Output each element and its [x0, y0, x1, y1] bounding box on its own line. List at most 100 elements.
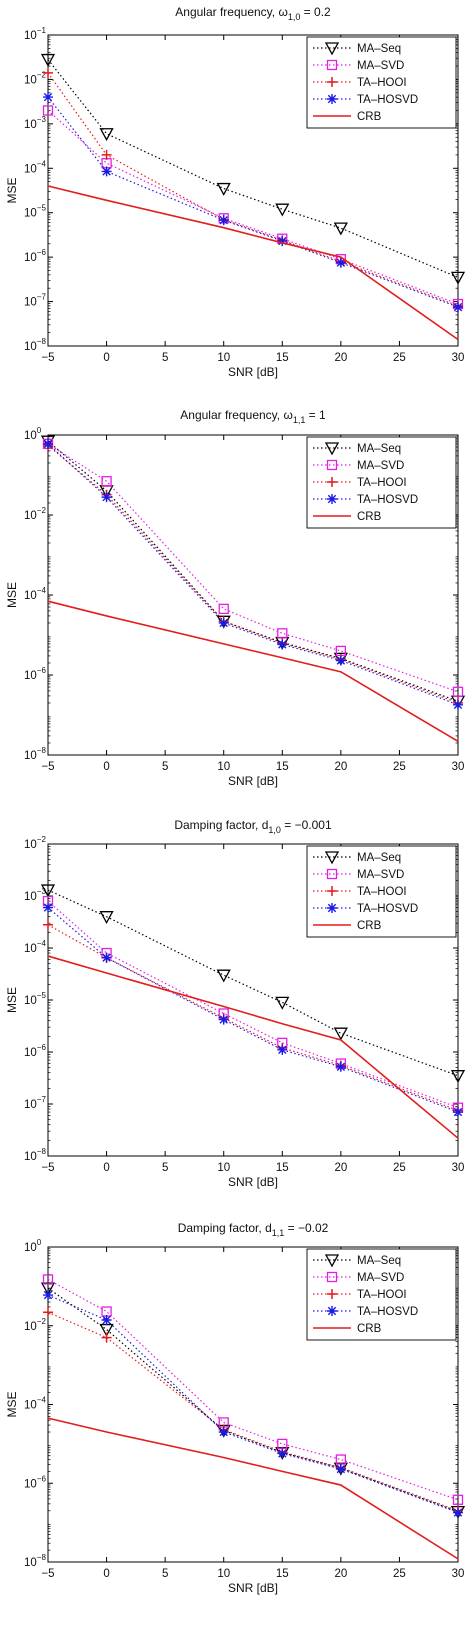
- y-tick-label: 10−7: [24, 1095, 46, 1111]
- x-axis-label: SNR [dB]: [228, 365, 278, 379]
- x-tick-label: 20: [334, 1568, 347, 1580]
- data-point-1: [99, 911, 114, 925]
- y-tick-label: 10−8: [24, 1553, 46, 1569]
- series-line-2: [47, 900, 459, 1109]
- legend-label: MA–SVD: [357, 460, 404, 472]
- y-axis-label: MSE: [5, 177, 19, 203]
- legend: MA–Seq MA–SVD TA–HOOI TA–HOSVD CRB: [306, 436, 457, 529]
- series-line-3: [47, 444, 459, 704]
- x-tick-label: 25: [393, 1568, 406, 1580]
- chart-panel-2: Angular frequency, ω1,1 = 1 −5 0 5 10 15 20 25 3…: [5, 408, 466, 788]
- series-line-5: [47, 1417, 459, 1560]
- data-point-2: [335, 645, 347, 657]
- x-tick-label: 10: [217, 352, 230, 364]
- data-point-1: [450, 1070, 466, 1084]
- legend: MA–Seq MA–SVD TA–HOOI TA–HOSVD CRB: [306, 36, 457, 129]
- y-tick-label: 10−2: [24, 835, 46, 851]
- series-line-5: [47, 185, 459, 341]
- y-tick-label: 10−4: [24, 159, 46, 175]
- data-point-3: [101, 1332, 112, 1343]
- data-point-4: [335, 1464, 346, 1475]
- legend-marker: [327, 94, 337, 104]
- x-tick-label: 30: [452, 1568, 465, 1580]
- data-point-1: [450, 271, 466, 285]
- series-line-1: [47, 440, 459, 702]
- data-point-2: [42, 1274, 54, 1285]
- data-point-1: [40, 53, 56, 67]
- x-tick-label: 5: [162, 1568, 168, 1580]
- series-line-2: [47, 110, 459, 305]
- x-tick-label: 5: [162, 761, 168, 773]
- legend-marker: [327, 1306, 337, 1316]
- series-line-1: [47, 59, 459, 278]
- data-point-2: [218, 603, 229, 615]
- data-point-4: [335, 655, 346, 666]
- y-tick-label: 10−5: [24, 991, 46, 1007]
- legend-marker: [326, 868, 338, 880]
- legend-label: TA–HOSVD: [357, 94, 418, 106]
- data-point-1: [40, 884, 56, 898]
- x-tick-label: 30: [452, 1162, 465, 1174]
- chart-title: Damping factor, d1,0 = −0.001: [174, 818, 332, 835]
- x-tick-label: −5: [41, 1162, 54, 1174]
- data-point-4: [277, 236, 288, 247]
- data-point-2: [42, 105, 54, 116]
- data-point-4: [453, 1507, 463, 1518]
- data-point-2: [101, 158, 112, 169]
- x-tick-label: −5: [41, 1568, 54, 1580]
- legend-marker: [324, 442, 340, 456]
- legend-marker: [324, 851, 340, 865]
- data-point-1: [275, 996, 290, 1010]
- y-tick-label: 10−6: [24, 248, 46, 264]
- data-point-1: [333, 222, 348, 236]
- data-point-2: [452, 1494, 464, 1505]
- x-axis-label: SNR [dB]: [228, 774, 278, 788]
- x-tick-label: 25: [393, 352, 406, 364]
- legend-marker: [327, 77, 337, 87]
- x-tick-label: 5: [162, 352, 168, 364]
- legend-marker: [324, 42, 340, 56]
- series-line-4: [47, 1294, 459, 1514]
- chart-title: Damping factor, d1,1 = −0.02: [178, 1221, 329, 1238]
- data-point-4: [218, 1427, 229, 1438]
- data-point-4: [43, 92, 53, 103]
- x-tick-label: 15: [276, 761, 289, 773]
- legend-marker: [326, 59, 338, 71]
- data-point-4: [453, 1107, 463, 1118]
- x-tick-label: 0: [103, 761, 109, 773]
- series-line-4: [47, 96, 459, 308]
- x-axis-label: SNR [dB]: [228, 1581, 278, 1595]
- chart-panel-1: Angular frequency, ω1,0 = 0.2 −5 0 5 10 15 20 2…: [5, 5, 466, 379]
- x-tick-label: 20: [334, 1162, 347, 1174]
- x-tick-label: 0: [103, 352, 109, 364]
- data-point-4: [101, 492, 112, 503]
- legend-marker: [326, 459, 338, 471]
- x-tick-label: 5: [162, 1162, 168, 1174]
- y-tick-label: 10−3: [24, 887, 46, 903]
- legend-label: TA–HOSVD: [357, 903, 418, 915]
- x-tick-label: 25: [393, 1162, 406, 1174]
- x-tick-label: 20: [334, 761, 347, 773]
- legend-label: TA–HOOI: [357, 477, 407, 489]
- series-line-5: [47, 600, 459, 742]
- y-tick-label: 10−4: [24, 586, 46, 602]
- chart-title: Angular frequency, ω1,1 = 1: [180, 408, 326, 425]
- data-point-2: [101, 1306, 112, 1317]
- x-tick-label: −5: [41, 352, 54, 364]
- y-tick-label: 10−8: [24, 1147, 46, 1163]
- data-point-3: [43, 919, 53, 930]
- x-tick-label: 15: [276, 1162, 289, 1174]
- y-axis-label: MSE: [5, 582, 19, 608]
- plot-frame: [47, 34, 459, 347]
- x-axis-label: SNR [dB]: [228, 1175, 278, 1189]
- legend-label: TA–HOSVD: [357, 1306, 418, 1318]
- x-tick-label: 15: [276, 352, 289, 364]
- chart-panel-4: Damping factor, d1,1 = −0.02 −5 0 5 10 15 20 25…: [5, 1221, 466, 1595]
- data-point-4: [218, 215, 229, 226]
- legend-label: MA–SVD: [357, 869, 404, 881]
- y-tick-label: 10−6: [24, 666, 46, 682]
- y-tick-label: 10−2: [24, 1317, 46, 1333]
- x-tick-label: 0: [103, 1162, 109, 1174]
- data-point-3: [43, 1307, 53, 1318]
